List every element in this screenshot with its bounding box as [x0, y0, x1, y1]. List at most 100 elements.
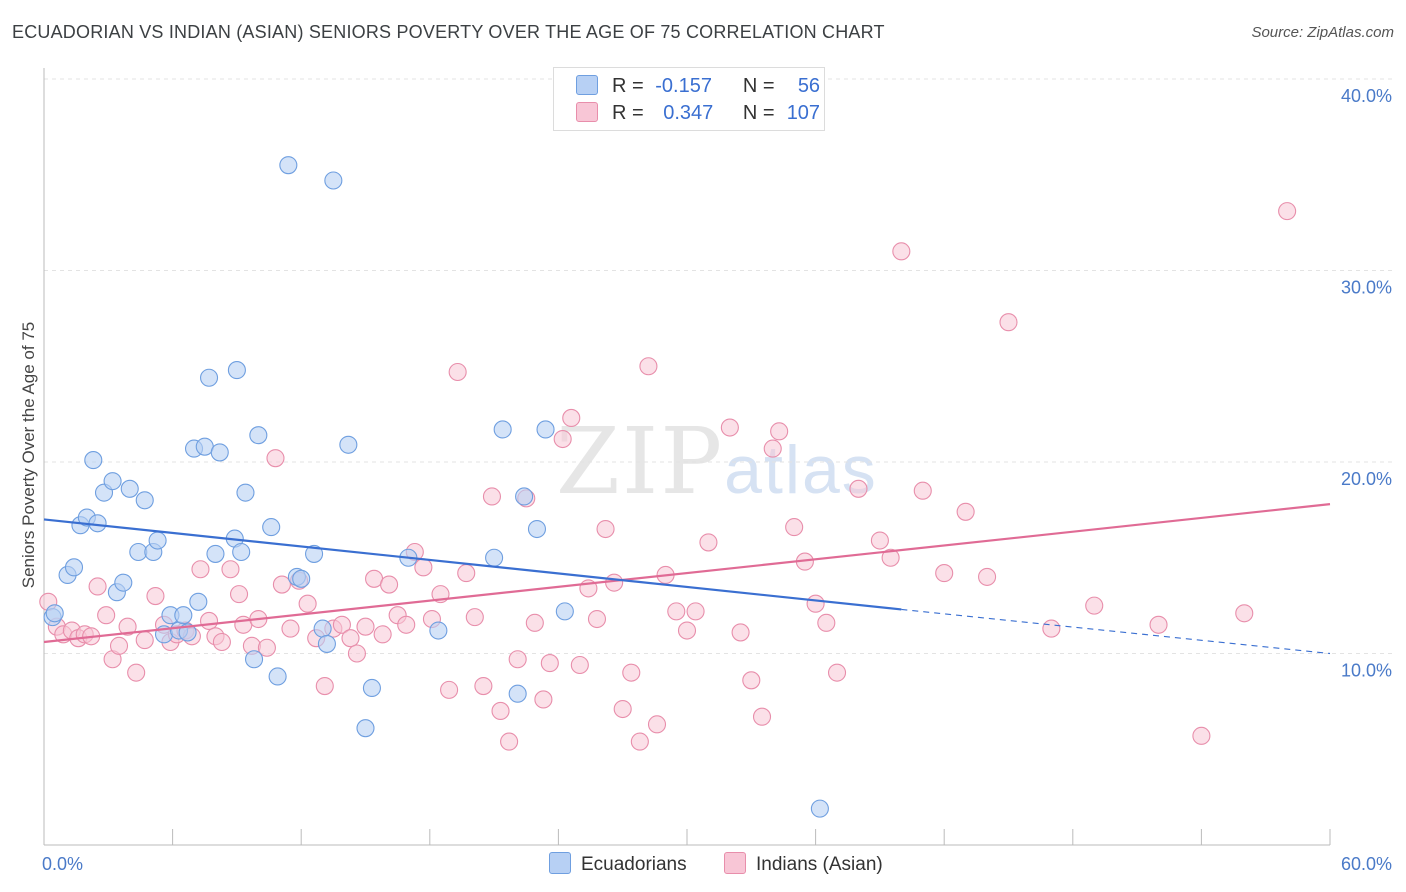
- ecuadorian-point: [178, 623, 197, 642]
- indian-swatch: [576, 102, 598, 122]
- legend-item-indians[interactable]: Indians (Asian): [724, 852, 883, 876]
- ecuadorian-point: [356, 719, 375, 738]
- ecuadorian-point: [206, 544, 225, 563]
- ecuadorian-point: [236, 483, 255, 502]
- indian-point: [465, 608, 484, 627]
- indian-point: [365, 569, 384, 588]
- indian-point: [1042, 619, 1061, 638]
- legend-n-value: 107: [786, 102, 821, 124]
- x-tick-label: 0.0%: [42, 854, 83, 874]
- indian-point: [281, 619, 300, 638]
- ecuadorian-point: [120, 479, 139, 498]
- axes: [43, 68, 1331, 846]
- indian-point: [817, 613, 836, 632]
- source-label[interactable]: Source: ZipAtlas.com: [1251, 24, 1394, 41]
- legend-r-label: R =: [612, 75, 644, 97]
- indian-point: [414, 558, 433, 577]
- ecuadorian-point: [324, 171, 343, 190]
- ecuadorian-point: [227, 361, 246, 380]
- indian-point: [587, 609, 607, 629]
- ecuadorian-point: [485, 548, 504, 567]
- legend-n-label: N =: [742, 102, 775, 124]
- indian-point: [892, 242, 911, 261]
- indian-point: [639, 357, 658, 376]
- indian-point: [752, 707, 772, 726]
- ecuadorian-point: [279, 156, 298, 175]
- indian-point: [525, 613, 544, 632]
- indian-point: [770, 422, 789, 441]
- indian-point: [229, 585, 249, 604]
- legend-r-value: 0.347: [663, 102, 714, 124]
- indian-point: [605, 573, 624, 592]
- indian-point: [553, 429, 572, 449]
- y-axis-label: Seniors Poverty Over the Age of 75: [19, 322, 38, 588]
- ecuadorian-point: [493, 420, 512, 439]
- ecuadorian-point: [268, 667, 287, 686]
- ecuadorian-point: [189, 592, 208, 611]
- indian-point: [667, 602, 686, 621]
- indian-point: [978, 567, 997, 586]
- indian-point: [630, 732, 649, 751]
- indian-point: [109, 636, 129, 655]
- ecuadorian-legend-swatch: [549, 852, 571, 874]
- ecuadorian-point: [536, 420, 555, 439]
- indian-point: [457, 564, 476, 583]
- indian-point: [540, 654, 559, 673]
- indian-point: [347, 644, 366, 663]
- ecuadorian-point: [515, 487, 534, 506]
- indian-point: [1235, 604, 1254, 623]
- ecuadorian-point: [88, 514, 107, 533]
- ecuadorian-points: [43, 156, 829, 818]
- indian-point: [127, 663, 146, 682]
- indian-point: [212, 632, 231, 652]
- indian-point: [474, 677, 493, 696]
- indian-point: [677, 621, 697, 640]
- ecuadorian-point: [103, 472, 122, 491]
- indian-point: [1085, 596, 1104, 615]
- indian-point: [785, 518, 804, 537]
- indian-point: [763, 439, 782, 458]
- ecuadorian-point: [313, 619, 332, 638]
- ecuadorian-point: [305, 544, 324, 563]
- indian-point: [257, 638, 276, 657]
- ecuadorian-point: [527, 519, 547, 539]
- indian-point: [596, 519, 615, 539]
- indian-point: [332, 615, 351, 634]
- indian-point: [315, 677, 334, 696]
- indian-point: [272, 575, 291, 594]
- y-tick-label: 20.0%: [1341, 469, 1392, 489]
- indian-point: [999, 313, 1018, 332]
- ecuadorian-point: [64, 558, 84, 577]
- y-tick-label: 10.0%: [1341, 661, 1392, 681]
- ecuadorian-point: [148, 531, 167, 550]
- ecuadorian-point: [249, 426, 268, 445]
- indian-point: [956, 502, 975, 521]
- stats-legend: R = -0.157 N = 56 R = 0.347 N = 107: [553, 67, 825, 131]
- indian-point: [440, 680, 459, 699]
- legend-label-ecuadorians: Ecuadorians: [581, 854, 687, 875]
- legend-r-label: R =: [612, 102, 644, 124]
- ecuadorian-point: [292, 569, 311, 588]
- trend-lines: [43, 503, 1331, 655]
- ecuadorian-point: [339, 435, 358, 454]
- ecuadorian-point: [135, 491, 154, 510]
- indian-point: [341, 629, 360, 648]
- tick-labels: 10.0% 20.0% 30.0% 40.0% 0.0% 60.0%: [42, 86, 1392, 874]
- ecuadorian-point: [232, 542, 251, 562]
- ecuadorian-point: [45, 604, 64, 623]
- indian-point: [397, 615, 416, 634]
- x-tick-label: 60.0%: [1341, 854, 1392, 874]
- indian-point: [508, 650, 527, 669]
- chart-title: ECUADORIAN VS INDIAN (ASIAN) SENIORS POV…: [12, 22, 885, 42]
- indian-point: [699, 533, 718, 552]
- indian-point: [88, 577, 107, 596]
- legend-item-ecuadorians[interactable]: Ecuadorians: [549, 852, 687, 876]
- indian-point: [1149, 615, 1168, 634]
- indian-point: [298, 594, 317, 613]
- indian-point: [1192, 726, 1211, 745]
- ecuadorian-point: [555, 602, 574, 621]
- indian-point: [146, 586, 165, 606]
- y-tick-label: 30.0%: [1341, 278, 1392, 298]
- indian-point: [806, 594, 825, 613]
- indian-point: [373, 625, 392, 644]
